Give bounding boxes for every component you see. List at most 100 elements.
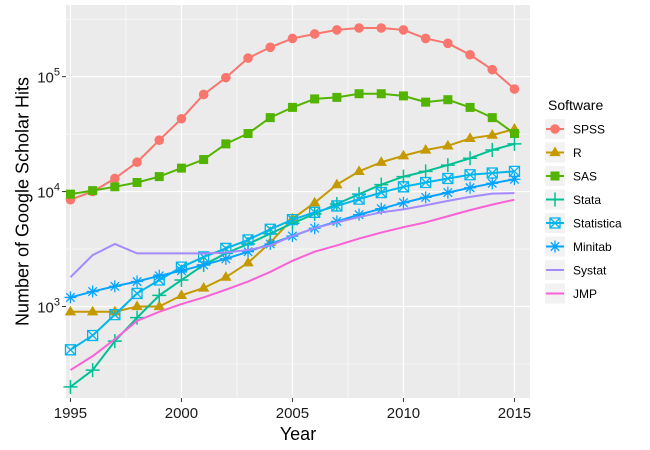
- series-layer: [63, 23, 522, 394]
- legend-item-minitab: Minitab: [545, 236, 612, 257]
- x-axis-title: Year: [280, 424, 316, 444]
- data-point-sas: [421, 97, 431, 107]
- data-point-r: [308, 196, 321, 207]
- data-point-r: [175, 289, 188, 299]
- data-point-sas: [221, 139, 231, 149]
- data-point-sas: [310, 94, 320, 104]
- legend-item-statistica: Statistica: [545, 213, 622, 233]
- data-point-minitab: [108, 280, 121, 293]
- legend-marker-statistica: [549, 217, 561, 229]
- data-point-sas: [332, 92, 342, 102]
- data-point-sas: [509, 129, 519, 139]
- data-point-stata: [152, 288, 167, 303]
- legend-item-jmp: JMP: [545, 283, 597, 304]
- legend-marker-r: [549, 146, 561, 157]
- data-point-stata: [63, 379, 78, 394]
- major-grid: [66, 5, 530, 398]
- data-point-spss: [465, 49, 475, 60]
- data-point-spss: [354, 23, 364, 33]
- x-tick-label: 2000: [165, 405, 198, 422]
- legend-marker-spss: [550, 124, 560, 134]
- data-point-minitab: [397, 196, 410, 209]
- data-point-minitab: [153, 269, 166, 282]
- data-point-minitab: [441, 186, 454, 199]
- data-point-spss: [176, 113, 187, 124]
- data-point-r: [242, 256, 254, 267]
- data-point-spss: [509, 84, 520, 94]
- data-point-spss: [376, 23, 387, 33]
- data-point-spss: [265, 42, 276, 53]
- data-point-sas: [398, 91, 408, 101]
- data-point-minitab: [64, 291, 77, 304]
- data-point-minitab: [242, 245, 255, 258]
- x-tick-label: 2005: [276, 405, 309, 422]
- data-point-spss: [132, 157, 142, 168]
- data-point-spss: [154, 135, 165, 145]
- data-point-statistica: [508, 165, 521, 177]
- data-point-spss: [487, 64, 498, 75]
- data-point-spss: [110, 173, 120, 184]
- data-point-spss: [243, 53, 253, 63]
- data-point-sas: [287, 102, 297, 112]
- data-point-r: [86, 305, 99, 316]
- data-point-sas: [199, 155, 209, 165]
- legend-marker-stata: [548, 192, 562, 207]
- data-point-minitab: [486, 177, 499, 190]
- series-line-jmp: [69, 198, 515, 371]
- data-point-r: [375, 156, 387, 166]
- data-point-minitab: [353, 208, 366, 221]
- data-point-minitab: [419, 191, 432, 204]
- legend-item-systat: Systat: [545, 260, 607, 280]
- data-point-sas: [176, 163, 186, 173]
- y-tick-label: 103: [37, 297, 60, 317]
- legend-marker-sas: [550, 171, 560, 181]
- y-axis-title: Number of Google Scholar Hits: [12, 77, 32, 326]
- legend-item-spss: SPSS: [545, 119, 605, 139]
- legend-label-minitab: Minitab: [573, 240, 612, 254]
- y-tick-label: 105: [37, 67, 60, 87]
- data-point-stata: [107, 334, 122, 349]
- data-point-minitab: [264, 237, 277, 250]
- legend: Software SPSS R SAS Stata Statistica Minitab S…: [545, 97, 622, 304]
- data-point-spss: [221, 72, 231, 83]
- data-point-spss: [420, 33, 431, 44]
- series-line-systat: [69, 192, 515, 278]
- data-point-spss: [398, 25, 409, 35]
- data-point-statistica: [131, 287, 143, 300]
- data-point-sas: [443, 95, 453, 105]
- data-point-statistica: [331, 200, 343, 212]
- x-tick-label: 2015: [498, 405, 531, 422]
- legend-label-jmp: JMP: [573, 287, 597, 301]
- data-point-statistica: [109, 308, 121, 321]
- data-point-spss: [309, 29, 320, 39]
- axes: 1995 2000 2005 2010 2015 103 104 105: [37, 67, 531, 422]
- data-point-statistica: [375, 186, 387, 199]
- data-point-r: [353, 165, 365, 175]
- legend-label-spss: SPSS: [573, 123, 605, 137]
- data-point-minitab: [197, 258, 210, 271]
- data-point-statistica: [353, 193, 365, 205]
- series-jmp: [69, 198, 515, 371]
- plot-panel: [66, 5, 530, 398]
- data-point-r: [464, 132, 476, 143]
- data-point-r: [419, 144, 432, 154]
- data-point-sas: [154, 172, 164, 182]
- data-point-sas: [354, 89, 364, 99]
- data-point-statistica: [242, 234, 254, 246]
- data-point-minitab: [508, 173, 521, 186]
- legend-item-stata: Stata: [545, 189, 601, 210]
- data-point-stata: [440, 158, 455, 173]
- data-point-r: [442, 139, 454, 150]
- data-point-stata: [418, 164, 433, 179]
- data-point-statistica: [286, 213, 299, 226]
- data-point-r: [486, 129, 498, 139]
- legend-marker-minitab: [549, 240, 561, 253]
- data-point-r: [197, 281, 210, 292]
- data-point-stata: [463, 151, 478, 166]
- data-point-spss: [443, 38, 453, 49]
- data-point-stata: [85, 363, 100, 378]
- data-point-minitab: [219, 252, 232, 265]
- legend-label-stata: Stata: [573, 193, 601, 207]
- data-point-r: [131, 300, 143, 311]
